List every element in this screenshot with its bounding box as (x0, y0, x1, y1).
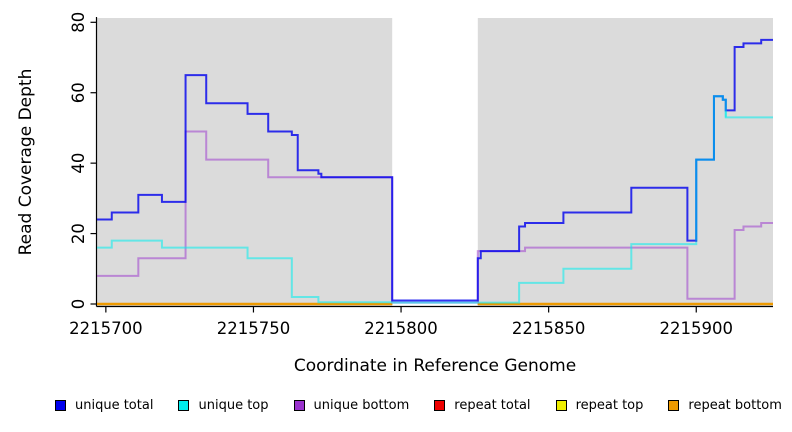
legend-item-repeat-bottom: repeat bottom (668, 398, 782, 413)
legend-swatch-repeat-total (434, 400, 446, 411)
y-tick-label: 80 (69, 12, 88, 33)
legend-label: unique bottom (313, 398, 410, 413)
chart-svg: 0 20 40 60 80 2215700 2215750 2215800 2215850 221… (69, 12, 773, 338)
legend: unique total unique top unique bottom repea… (55, 398, 782, 413)
y-tick-label: 20 (69, 223, 88, 244)
legend-label: unique top (198, 398, 269, 413)
legend-label: unique total (75, 398, 154, 413)
x-tick-label: 2215700 (69, 319, 143, 338)
shaded-region-0 (97, 18, 393, 306)
x-axis-title: Coordinate in Reference Genome (293, 356, 577, 376)
legend-item-unique-bottom: unique bottom (293, 398, 410, 413)
legend-item-repeat-total: repeat total (434, 398, 531, 413)
legend-swatch-unique-bottom (293, 400, 305, 411)
x-tick-label: 2215800 (364, 319, 438, 338)
shaded-region-1 (477, 18, 773, 306)
y-tick-label: 60 (69, 82, 88, 103)
y-tick-label: 40 (69, 153, 88, 174)
y-tick-label: 0 (69, 299, 88, 310)
legend-label: repeat bottom (688, 398, 782, 413)
legend-swatch-unique-total (55, 400, 66, 411)
x-tick-label: 2215750 (217, 319, 291, 338)
legend-item-repeat-top: repeat top (555, 398, 644, 413)
series-unique-top-overlap (695, 95, 727, 241)
legend-label: repeat top (575, 398, 644, 413)
legend-swatch-repeat-top (555, 400, 567, 411)
legend-item-unique-top: unique top (178, 398, 269, 413)
legend-label: repeat total (454, 398, 531, 413)
legend-swatch-unique-top (178, 400, 190, 411)
legend-item-unique-total: unique total (55, 398, 153, 413)
x-tick-label: 2215850 (512, 319, 586, 338)
y-axis-title: Read Coverage Depth (16, 68, 36, 256)
legend-swatch-repeat-bottom (668, 400, 680, 411)
x-tick-label: 2215900 (659, 319, 733, 338)
